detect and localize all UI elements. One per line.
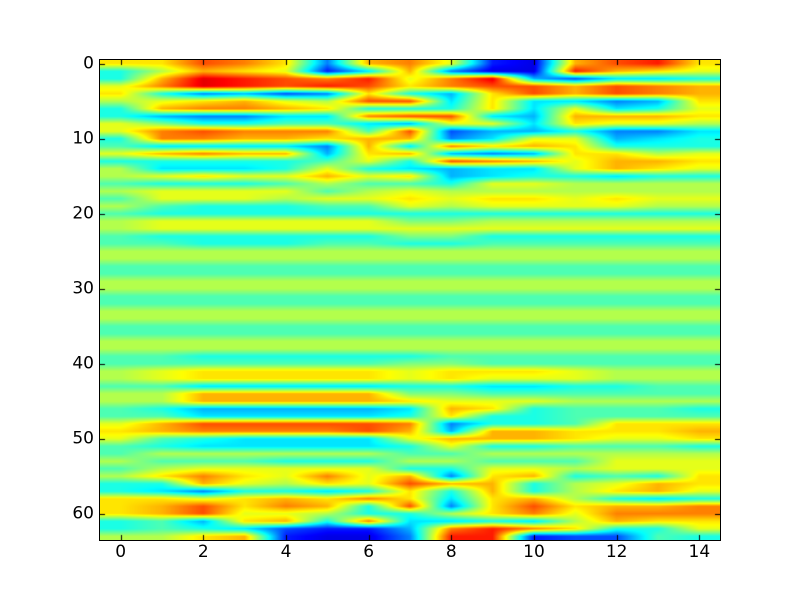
x-tick-label: 6 — [363, 542, 375, 562]
y-tick-label: 40 — [72, 353, 94, 374]
axes-frame — [99, 59, 721, 541]
heatmap-image — [100, 60, 720, 540]
x-tick-label: 2 — [197, 542, 209, 562]
x-tick-label: 8 — [445, 542, 457, 562]
y-tick-label: 60 — [72, 503, 94, 524]
x-tick-label: 12 — [605, 542, 628, 562]
y-tick-label: 20 — [72, 203, 94, 224]
y-tick-label: 0 — [83, 53, 94, 74]
y-tick-label: 50 — [72, 428, 94, 449]
x-tick-label: 4 — [280, 542, 292, 562]
x-tick-label: 10 — [523, 542, 545, 562]
y-tick-label: 10 — [72, 128, 94, 149]
x-tick-label: 0 — [115, 542, 127, 562]
x-tick-label: 14 — [688, 542, 711, 562]
y-tick-label: 30 — [72, 278, 94, 299]
